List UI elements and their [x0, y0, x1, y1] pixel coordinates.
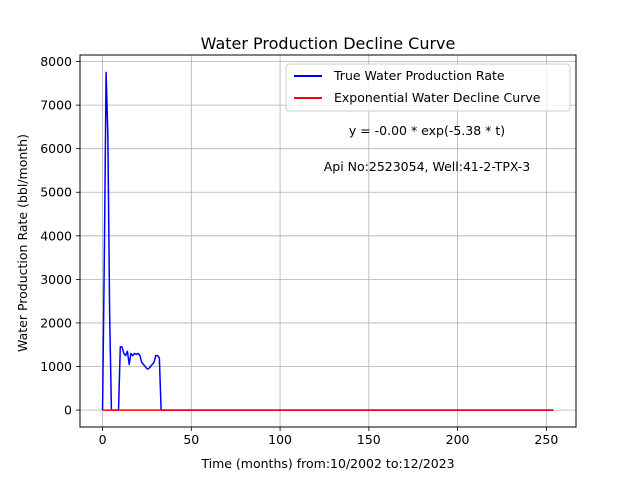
y-tick-label: 7000	[40, 98, 72, 113]
x-axis-label: Time (months) from:10/2002 to:12/2023	[200, 456, 454, 471]
y-tick-label: 1000	[40, 359, 72, 374]
x-axis-ticks: 0 50 100 150 200 250	[99, 427, 558, 447]
y-axis-label: Water Production Rate (bbl/month)	[15, 134, 30, 352]
y-axis-ticks: 0 1000 2000 3000 4000 5000 6000 7000 8000	[40, 54, 80, 418]
y-tick-label: 6000	[40, 141, 72, 156]
legend-label-true-rate: True Water Production Rate	[333, 68, 505, 83]
chart-title: Water Production Decline Curve	[201, 34, 456, 53]
x-tick-label: 200	[446, 432, 470, 447]
y-tick-label: 4000	[40, 228, 72, 243]
y-tick-label: 3000	[40, 272, 72, 287]
x-tick-label: 0	[99, 432, 107, 447]
equation-annotation: y = -0.00 * exp(-5.38 * t)	[349, 123, 505, 138]
plot-frame	[79, 54, 577, 428]
plot-lines	[101, 71, 554, 411]
y-tick-label: 2000	[40, 315, 72, 330]
y-tick-label: 8000	[40, 54, 72, 69]
x-tick-label: 100	[268, 432, 292, 447]
y-tick-label: 5000	[40, 185, 72, 200]
legend-label-exp-curve: Exponential Water Decline Curve	[334, 90, 541, 105]
legend: True Water Production Rate Exponential W…	[285, 63, 571, 112]
legend-box	[285, 63, 571, 112]
y-tick-label: 0	[64, 403, 72, 418]
well-annotation: Api No:2523054, Well:41-2-TPX-3	[324, 159, 531, 174]
x-tick-label: 50	[183, 432, 199, 447]
x-tick-label: 250	[534, 432, 558, 447]
x-tick-label: 150	[357, 432, 381, 447]
